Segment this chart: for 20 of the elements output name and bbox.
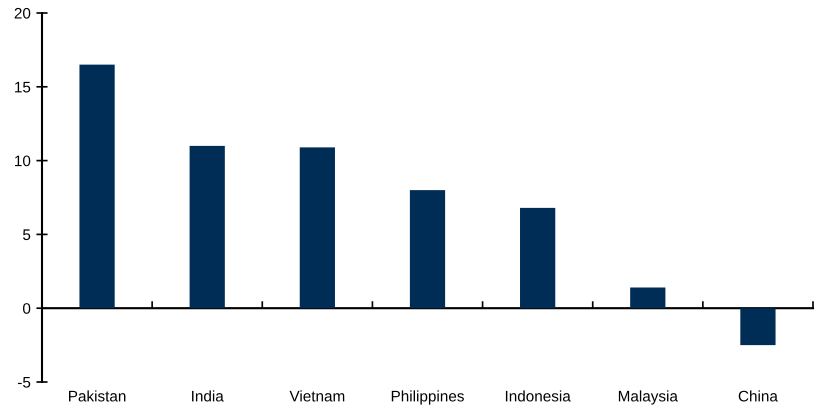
y-tick-label: 15 [15,82,30,92]
bar [740,308,776,346]
bar [190,146,225,308]
bar [79,64,115,308]
bar [520,208,556,308]
y-tick-label: -5 [18,377,30,388]
bar [300,147,335,308]
bar [410,190,446,308]
x-tick-label: Vietnam [290,390,344,402]
x-tick-label: India [192,390,224,402]
y-tick-label: 0 [22,303,30,314]
y-tick-label: 10 [15,155,30,166]
y-tick-label: 20 [14,8,30,19]
x-tick-label: Indonesia [506,390,571,402]
x-tick-label: Philippines [392,390,464,405]
x-tick-label: Malaysia [618,390,678,405]
x-tick-label: China [738,390,778,402]
bar [630,288,666,308]
y-tick-label: 5 [23,229,30,240]
x-tick-label: Pakistan [69,390,126,402]
